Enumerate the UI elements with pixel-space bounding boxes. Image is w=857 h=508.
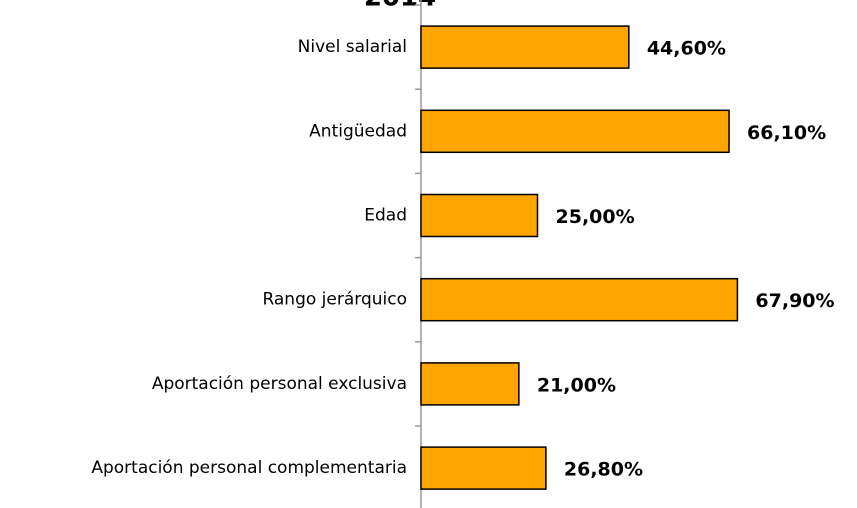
category-label: Nivel salarial [298, 37, 407, 57]
category-label: Aportación personal complementaria [91, 458, 407, 478]
category-label: Aportación personal exclusiva [152, 374, 407, 394]
category-label: Edad [364, 206, 407, 226]
value-label: 25,00% [556, 206, 635, 228]
value-label: 26,80% [564, 459, 643, 481]
bar [420, 446, 547, 490]
category-label: Rango jerárquico [262, 290, 407, 310]
bar [420, 109, 730, 154]
bar [420, 193, 539, 238]
category-label: Antigüedad [309, 121, 407, 141]
bar [420, 25, 630, 69]
bar [420, 277, 739, 322]
value-label: 21,00% [537, 374, 616, 396]
value-label: 67,90% [755, 290, 834, 312]
value-label: 44,60% [647, 38, 726, 60]
value-label: 66,10% [747, 122, 826, 144]
bar [420, 362, 520, 406]
chart-title: 2014 [364, 0, 436, 13]
